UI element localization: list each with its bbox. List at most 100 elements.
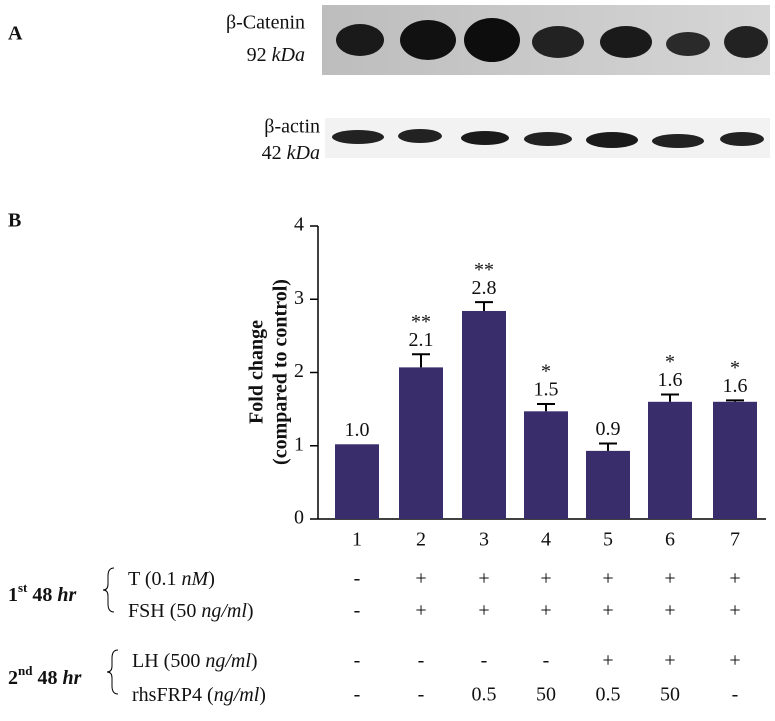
cell: - — [354, 650, 361, 672]
blot-catenin — [322, 5, 770, 75]
brace — [106, 649, 119, 695]
y-tick-label: 2 — [294, 360, 304, 382]
bar — [524, 411, 568, 519]
brace — [102, 567, 115, 613]
group-suffix: nd — [18, 663, 33, 678]
cell: + — [540, 600, 551, 622]
x-tick-label: 2 — [416, 529, 426, 551]
panel-label: A — [8, 23, 23, 45]
cell: - — [354, 684, 361, 706]
size: 92 — [247, 44, 267, 66]
cell: 0.5 — [472, 684, 497, 706]
label-prefix: LH (500 — [132, 650, 200, 672]
error-bar — [726, 399, 744, 402]
label-prefix: T (0.1 — [128, 568, 177, 590]
y-axis-title: (compared to control) — [270, 279, 292, 465]
value-label: 1.6 — [658, 369, 683, 391]
y-tick-label: 1 — [294, 433, 304, 455]
significance: * — [541, 361, 551, 383]
error-bar — [599, 442, 617, 451]
error-bar — [537, 402, 555, 412]
y-tick-label: 4 — [294, 214, 304, 236]
error-bar — [412, 353, 430, 368]
significance: * — [665, 351, 675, 373]
cell: - — [418, 684, 425, 706]
blot-size: 92 kDa — [247, 44, 305, 66]
cell: + — [664, 568, 675, 590]
cell: + — [602, 568, 613, 590]
error-bar — [661, 393, 679, 402]
cell: 0.5 — [596, 684, 621, 706]
value-label: 2.8 — [472, 277, 497, 299]
group-suffix: st — [18, 580, 28, 595]
label-unit: ng/ml — [214, 684, 260, 706]
value-label: 1.5 — [534, 379, 559, 401]
size: 42 — [262, 142, 282, 164]
cell: 50 — [660, 684, 680, 706]
significance: ** — [474, 259, 494, 281]
x-tick-label: 6 — [665, 529, 675, 551]
row-label: LH (500 ng/ml) — [132, 650, 258, 672]
cell: + — [540, 568, 551, 590]
y-tick-label: 0 — [294, 507, 304, 529]
x-tick-label: 4 — [541, 529, 551, 551]
label-suffix: ) — [208, 568, 215, 590]
label-unit: ng/ml — [201, 600, 247, 622]
cell: + — [729, 568, 740, 590]
label-prefix: rhsFRP4 ( — [132, 684, 214, 706]
bar — [462, 310, 506, 519]
label-prefix: FSH (50 — [128, 600, 196, 622]
unit: kDa — [287, 142, 320, 164]
cell: + — [664, 600, 675, 622]
unit: kDa — [272, 44, 305, 66]
blot-protein: β-actin — [264, 116, 320, 138]
cell: - — [543, 650, 550, 672]
x-tick-label: 5 — [603, 529, 613, 551]
x-tick-label: 1 — [352, 529, 362, 551]
y-tick-label: 3 — [294, 287, 304, 309]
cell: + — [478, 600, 489, 622]
cell: + — [415, 600, 426, 622]
error-bar — [475, 301, 493, 311]
blot-size: 42 kDa — [262, 142, 320, 164]
x-tick-label: 7 — [730, 529, 740, 551]
group-number: 1 — [8, 584, 18, 606]
cell: - — [354, 568, 361, 590]
group-label: 1st 48 hr — [8, 580, 77, 606]
label-suffix: ) — [251, 650, 258, 672]
x-tick-label: 3 — [479, 529, 489, 551]
label-suffix: ) — [247, 600, 254, 622]
significance: ** — [411, 311, 431, 333]
group-unit: hr — [62, 667, 81, 689]
cell: - — [732, 684, 739, 706]
cell: - — [354, 600, 361, 622]
cell: - — [418, 650, 425, 672]
cell: + — [602, 600, 613, 622]
bar — [648, 401, 692, 519]
cell: + — [602, 650, 613, 672]
row-label: rhsFRP4 (ng/ml) — [132, 684, 266, 706]
group-number: 2 — [8, 667, 18, 689]
group-text: 48 — [37, 667, 57, 689]
blot-actin — [325, 118, 770, 158]
blot-protein: β-Catenin — [226, 12, 305, 34]
cell: + — [729, 600, 740, 622]
value-label: 0.9 — [596, 418, 621, 440]
cell: + — [478, 568, 489, 590]
row-label: FSH (50 ng/ml) — [128, 600, 254, 622]
group-text: 48 — [32, 584, 52, 606]
cell: - — [481, 650, 488, 672]
cell: + — [664, 650, 675, 672]
group-label: 2nd 48 hr — [8, 663, 82, 689]
label-unit: ng/ml — [205, 650, 251, 672]
significance: * — [730, 357, 740, 379]
value-label: 2.1 — [409, 329, 434, 351]
bar — [335, 444, 379, 519]
value-label: 1.0 — [345, 419, 370, 441]
panel-label: B — [8, 210, 21, 232]
cell: + — [729, 650, 740, 672]
y-axis-title: Fold change — [246, 320, 268, 424]
label-suffix: ) — [259, 684, 266, 706]
value-label: 1.6 — [723, 375, 748, 397]
